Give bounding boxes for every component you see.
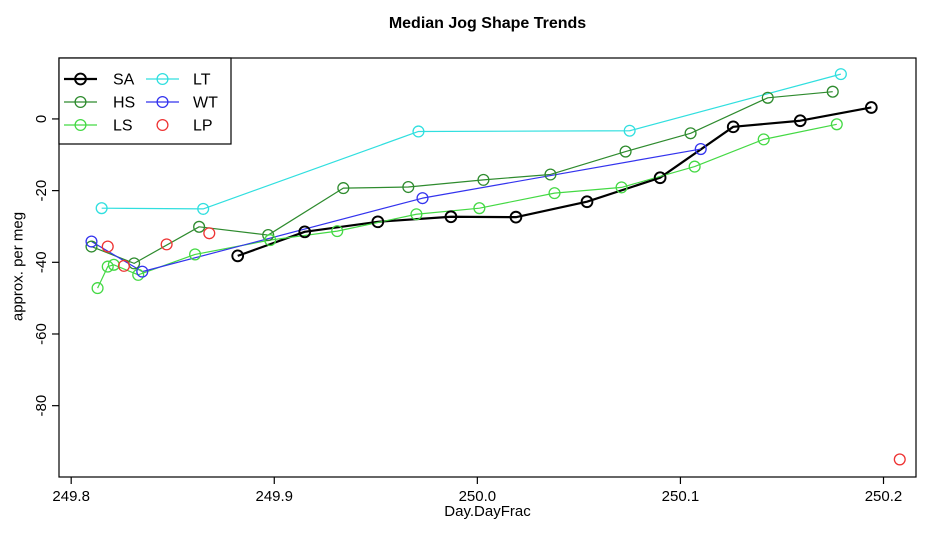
series-HS-line — [91, 91, 833, 264]
series-LP-marker — [203, 227, 216, 240]
series-LS-marker — [473, 202, 486, 215]
series-SA-marker — [509, 210, 523, 224]
series-HS-marker — [85, 240, 98, 253]
legend-label-HS: HS — [113, 95, 135, 112]
legend-label-LS: LS — [113, 118, 133, 135]
series-LS-marker — [548, 187, 561, 200]
legend-marker-HS — [74, 95, 87, 109]
series-LS-marker — [91, 282, 104, 295]
legend-marker-LP — [156, 118, 169, 132]
legend-marker-LS — [74, 118, 87, 132]
series-LS-marker — [264, 234, 277, 247]
series-WT-marker — [136, 265, 149, 278]
series-HS-marker — [684, 127, 697, 140]
series-HS-marker — [544, 168, 557, 181]
series-LS-line — [97, 123, 837, 289]
chart-title: Median Jog Shape Trends — [388, 15, 587, 32]
series-SA-marker — [371, 215, 385, 229]
series-HS-marker — [761, 91, 774, 104]
series-HS-marker — [477, 173, 490, 186]
series-SA-marker — [444, 210, 458, 224]
legend-label-LT: LT — [193, 72, 211, 89]
series-LS-marker — [132, 268, 145, 281]
series-LS-marker — [331, 225, 344, 238]
legend-label-SA: SA — [113, 72, 135, 89]
series-LS-marker — [830, 118, 843, 131]
legend-label-LP: LP — [193, 118, 213, 135]
series-SA-marker — [231, 249, 245, 263]
x-tick-label: 250.1 — [662, 488, 700, 505]
series-LS-marker — [757, 133, 770, 146]
series-LS-marker — [615, 181, 628, 194]
series-SA-marker — [793, 114, 807, 128]
y-tick-label: -20 — [33, 180, 50, 202]
series-HS-marker — [619, 145, 632, 158]
series-HS-marker — [337, 182, 350, 195]
legend-marker-WT — [156, 95, 169, 109]
series-SA-marker — [298, 225, 312, 239]
x-tick-label: 250.2 — [865, 488, 903, 505]
series-HS-marker — [402, 180, 415, 194]
series-LT-marker — [412, 125, 425, 138]
plot-border — [58, 57, 917, 478]
series-LP-marker — [160, 238, 173, 251]
series-LP-marker — [893, 453, 906, 466]
series-LT-marker — [623, 124, 636, 137]
x-axis-label: Day.DayFrac — [444, 503, 531, 520]
x-tick-label: 249.9 — [255, 488, 293, 505]
y-tick-label: 0 — [33, 115, 50, 123]
series-LT-marker — [834, 68, 847, 81]
legend-marker-LT — [156, 72, 169, 86]
series-SA-marker — [653, 171, 667, 185]
series-WT-marker — [694, 142, 707, 156]
series-WT-marker — [85, 235, 98, 248]
series-LS-marker — [189, 248, 202, 261]
series-LT-marker — [197, 202, 210, 215]
series-WT-marker — [416, 192, 429, 205]
y-tick-label: -60 — [33, 323, 50, 345]
series-HS-marker — [826, 85, 839, 98]
series-LT-line — [101, 73, 842, 210]
x-tick-label: 250.0 — [459, 488, 497, 505]
legend-label-WT: WT — [193, 95, 218, 112]
y-tick-label: -40 — [33, 251, 50, 273]
y-tick-label: -80 — [33, 395, 50, 417]
series-WT-line — [91, 148, 701, 273]
series-SA-marker — [726, 120, 740, 134]
series-LS-marker — [410, 208, 423, 221]
legend-box — [58, 57, 232, 145]
legend-marker-SA — [74, 72, 87, 86]
series-SA-marker — [580, 195, 594, 209]
series-LP-marker — [101, 240, 114, 253]
series-HS-marker — [193, 220, 206, 233]
series-SA-marker — [864, 101, 878, 114]
series-LS-marker — [101, 260, 114, 273]
x-tick-label: 249.8 — [52, 488, 90, 505]
series-LS-marker — [688, 160, 701, 173]
series-LP-marker — [117, 259, 131, 272]
series-LT-marker — [95, 202, 108, 215]
